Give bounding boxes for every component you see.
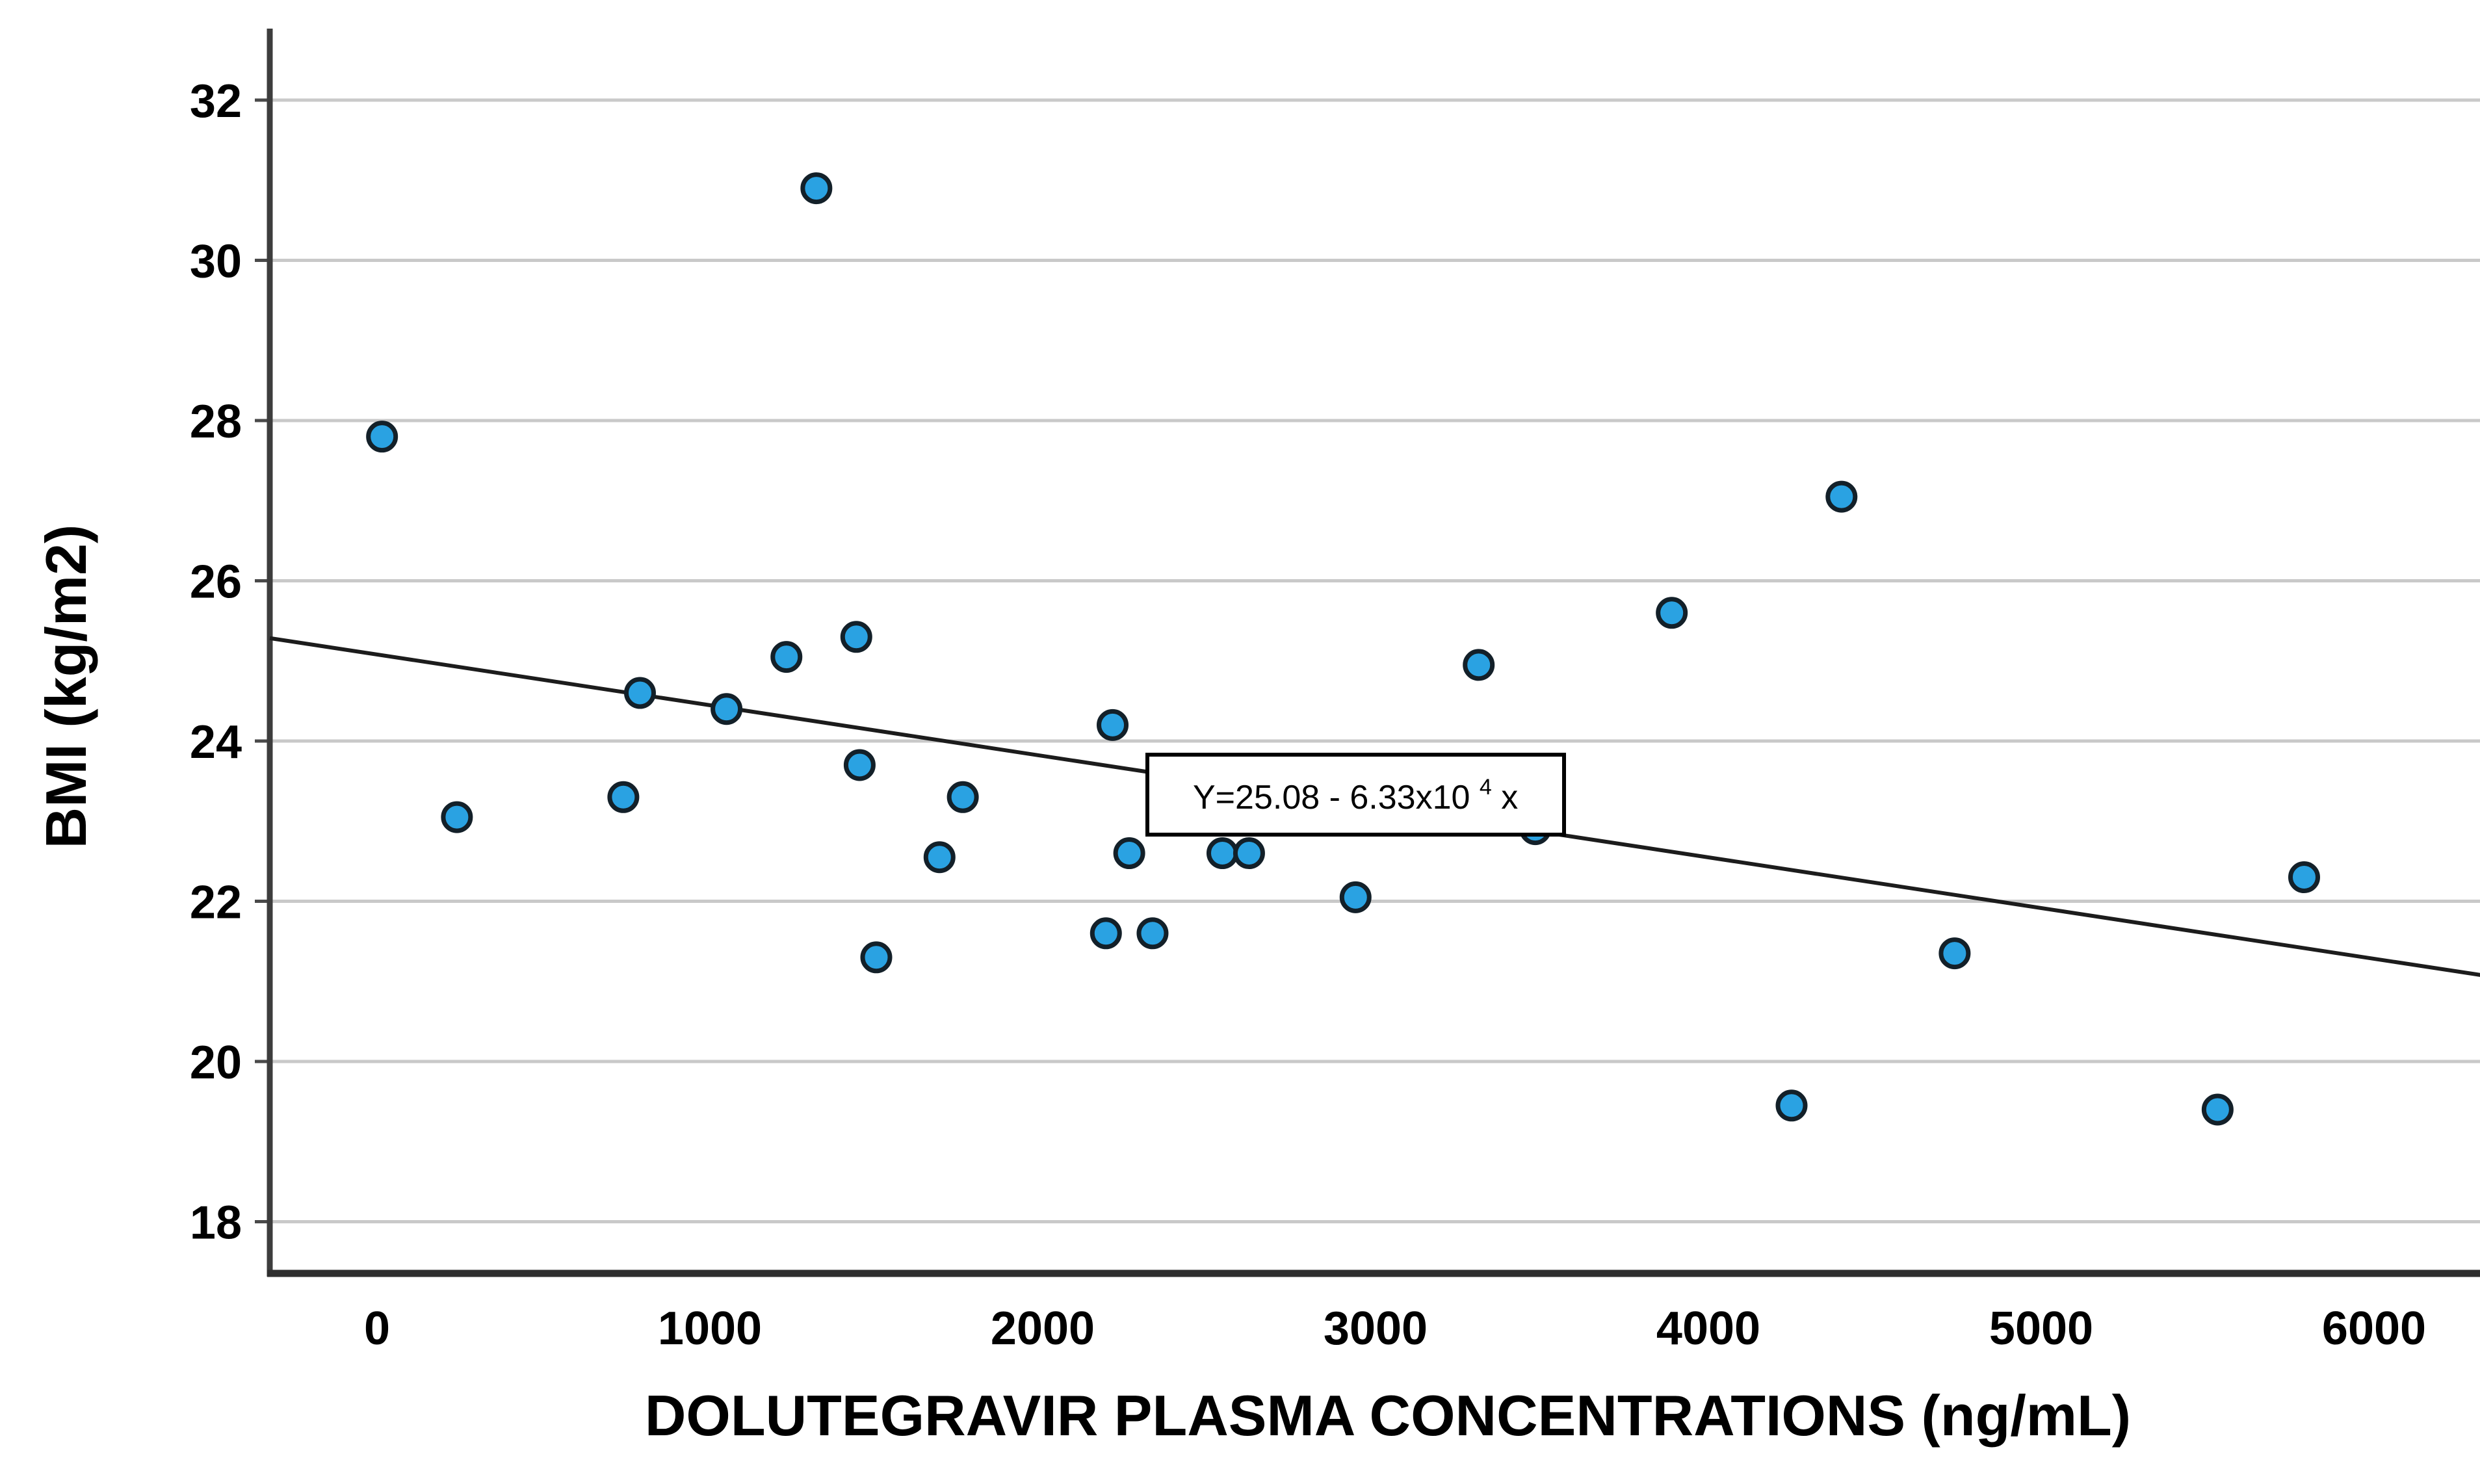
x-tick-label-6000: 6000 [2322,1303,2426,1355]
scatter-plot-figure: 18 20 22 24 26 28 30 32 0 1000 2000 3000 4000 5000 60… [26,10,2480,1474]
x-tick-label-3000: 3000 [1324,1303,1428,1355]
data-point [1233,837,1265,870]
equation-main: Y=25.08 - 6.33x10 [1193,779,1470,816]
data-point [923,841,956,874]
y-tick-label-28: 28 [190,396,242,448]
data-point [2288,861,2320,894]
data-point [366,421,398,453]
data-point [1206,837,1238,870]
y-tick-label-20: 20 [190,1037,242,1089]
data-point [1463,649,1495,681]
data-point [1825,480,1858,513]
data-point [1938,937,1971,970]
data-point [770,641,803,673]
y-tick-label-18: 18 [190,1197,242,1249]
chart-canvas: 18 20 22 24 26 28 30 32 0 1000 2000 3000 4000 5000 60… [34,29,2480,1448]
equation-tail: x [1501,779,1518,816]
y-tick-label-26: 26 [190,556,242,608]
data-point [946,781,979,813]
equation-box [1145,753,1566,837]
x-tick-label-1000: 1000 [658,1303,762,1355]
data-point [711,693,743,725]
y-tick-label-32: 32 [190,75,242,127]
data-point [1113,837,1145,870]
equation-superscript: 4 [1480,775,1492,800]
data-point [800,172,833,205]
data-point [1097,709,1129,741]
data-point [1656,597,1688,629]
gridlines [270,98,2480,1223]
y-axis-title: BMI (kg/m2) [34,525,98,849]
y-tick-labels: 18 20 22 24 26 28 30 32 [190,75,242,1249]
y-tick-label-22: 22 [190,877,242,929]
data-point [1339,881,1372,913]
equation-label: Y=25.08 - 6.33x10 4 x [1193,764,1518,816]
equation-annotation: Y=25.08 - 6.33x10 4 x [1145,753,1566,837]
data-point [1136,917,1169,950]
data-point [860,941,893,974]
x-tick-label-4000: 4000 [1656,1303,1760,1355]
x-tick-labels: 0 1000 2000 3000 4000 5000 6000 [364,1303,2426,1355]
data-point [1775,1089,1808,1122]
x-tick-label-0: 0 [364,1303,390,1355]
x-tick-label-2000: 2000 [991,1303,1095,1355]
x-axis-title: DOLUTEGRAVIR PLASMA CONCENTRATIONS (ng/m… [645,1383,2131,1448]
y-tick-label-24: 24 [190,716,242,768]
data-point [441,801,473,833]
data-point [840,621,872,653]
data-point [623,677,656,709]
data-point [1090,917,1122,950]
x-tick-label-5000: 5000 [1989,1303,2093,1355]
data-point [2201,1093,2234,1126]
data-points [366,172,2320,1126]
data-point [843,749,876,781]
data-point [607,781,640,813]
y-tick-label-30: 30 [190,236,242,288]
